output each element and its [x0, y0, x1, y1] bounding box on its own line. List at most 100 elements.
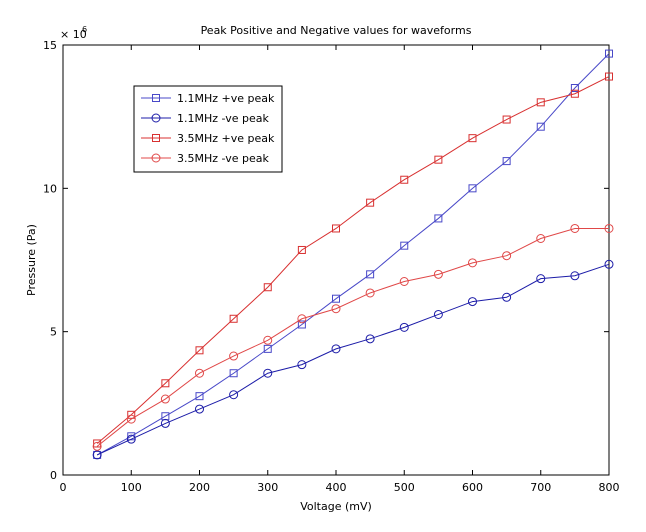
- data-point: [434, 155, 443, 164]
- legend-swatch-marker: [151, 113, 161, 123]
- data-point: [332, 294, 340, 303]
- data-point: [229, 390, 239, 400]
- x-tick-label: 800: [599, 481, 620, 494]
- x-tick-label: 0: [60, 481, 67, 494]
- data-point: [263, 283, 272, 292]
- data-point: [366, 198, 375, 207]
- legend-label: 3.5MHz +ve peak: [177, 132, 275, 145]
- y-multiplier-exponent: 6: [82, 25, 87, 34]
- data-point: [229, 314, 238, 323]
- y-tick-label: 10: [43, 182, 57, 195]
- series-line: [96, 227, 609, 447]
- data-point: [229, 351, 239, 361]
- data-point: [161, 379, 170, 388]
- x-ticks: 0 100 200 300 400 500 600 700 800: [60, 45, 620, 494]
- data-point: [92, 450, 102, 460]
- data-point: [331, 304, 341, 314]
- data-point: [229, 369, 238, 378]
- data-point: [400, 241, 409, 250]
- data-point: [195, 392, 204, 401]
- y-tick-label: 5: [50, 326, 57, 339]
- data-point: [605, 72, 613, 81]
- legend-swatch-marker: [152, 134, 160, 142]
- x-tick-label: 400: [326, 481, 347, 494]
- x-tick-label: 200: [189, 481, 210, 494]
- data-point: [570, 89, 579, 98]
- x-tick-label: 500: [394, 481, 415, 494]
- legend-swatch-marker: [151, 153, 161, 163]
- data-point: [433, 269, 443, 279]
- x-tick-label: 600: [462, 481, 483, 494]
- data-point: [365, 334, 375, 344]
- legend-entry: 3.5MHz +ve peak: [141, 132, 275, 145]
- data-point: [399, 277, 409, 286]
- data-point: [195, 346, 204, 355]
- data-point: [536, 274, 546, 284]
- x-tick-label: 300: [257, 481, 278, 494]
- data-point: [332, 224, 340, 233]
- series-3: [92, 223, 614, 451]
- legend: 1.1MHz +ve peak 1.1MHz -ve peak 3.5MHz +ve…: [133, 85, 283, 173]
- data-point: [433, 309, 443, 319]
- data-point: [127, 410, 136, 419]
- data-point: [399, 322, 409, 332]
- series-1: [92, 259, 614, 460]
- data-point: [127, 432, 136, 441]
- x-tick-label: 700: [530, 481, 551, 494]
- data-point: [263, 335, 273, 345]
- data-point: [434, 214, 443, 223]
- data-point: [195, 404, 204, 414]
- legend-swatch-marker: [152, 94, 160, 102]
- x-axis-label: Voltage (mV): [300, 500, 372, 513]
- data-point: [570, 223, 580, 233]
- series-0: [93, 49, 613, 459]
- legend-entry: 1.1MHz +ve peak: [141, 92, 275, 105]
- data-point: [468, 134, 477, 143]
- data-point: [160, 394, 170, 404]
- data-point: [570, 271, 580, 281]
- data-point: [297, 320, 306, 329]
- data-point: [195, 368, 204, 378]
- data-point: [468, 258, 477, 268]
- data-point: [92, 441, 102, 451]
- data-point: [536, 98, 545, 107]
- data-point: [126, 434, 136, 444]
- data-point: [502, 115, 511, 124]
- data-point: [468, 184, 477, 193]
- y-ticks: 0 5 10 15: [43, 39, 609, 482]
- legend-entry: 1.1MHz -ve peak: [141, 112, 269, 125]
- data-point: [502, 157, 511, 166]
- data-point: [331, 344, 341, 354]
- y-tick-label: 0: [50, 469, 57, 482]
- data-point: [365, 288, 375, 298]
- chart-title: Peak Positive and Negative values for wa…: [201, 24, 472, 37]
- y-tick-label: 15: [43, 39, 57, 52]
- data-point: [604, 259, 614, 269]
- series-line: [96, 263, 610, 456]
- data-point: [605, 49, 613, 58]
- data-point: [263, 368, 273, 378]
- series-2: [93, 72, 613, 448]
- data-point: [160, 418, 170, 428]
- series-line: [96, 53, 610, 456]
- data-point: [536, 234, 546, 243]
- y-multiplier-label: × 10: [60, 28, 87, 41]
- legend-label: 3.5MHz -ve peak: [177, 152, 269, 165]
- data-point: [570, 84, 579, 92]
- data-point: [126, 414, 136, 424]
- data-point: [297, 245, 306, 254]
- series-line: [96, 76, 610, 444]
- data-point: [400, 175, 409, 184]
- data-point: [536, 122, 545, 131]
- data-point: [297, 360, 307, 370]
- series-layer: [92, 49, 614, 460]
- data-point: [366, 270, 375, 279]
- data-point: [468, 297, 477, 307]
- y-axis-label: Pressure (Pa): [25, 224, 38, 296]
- legend-entry: 3.5MHz -ve peak: [141, 152, 269, 165]
- legend-label: 1.1MHz +ve peak: [177, 92, 275, 105]
- data-point: [502, 292, 512, 302]
- data-point: [502, 251, 512, 261]
- data-point: [604, 223, 614, 233]
